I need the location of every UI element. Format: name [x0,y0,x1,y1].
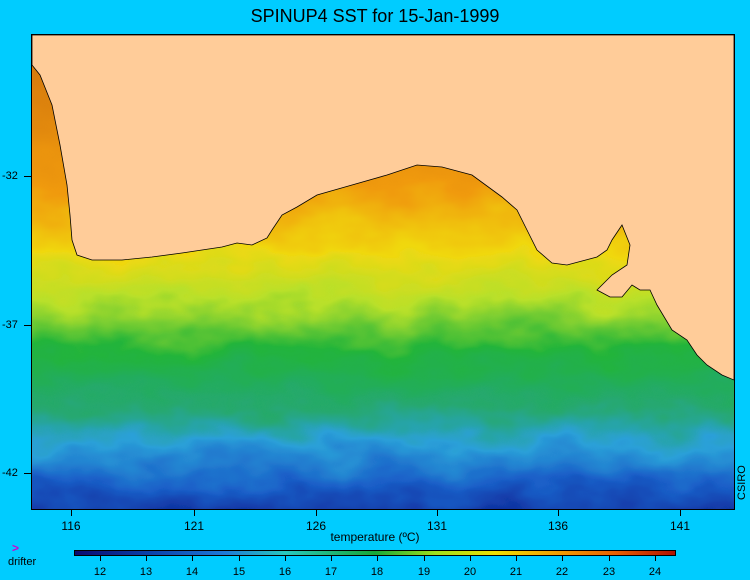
colorbar-tick-label: 19 [417,566,431,578]
colorbar-tick [285,556,286,561]
colorbar-tick-label: 17 [324,566,338,578]
colorbar-tick [100,556,101,561]
colorbar-tick [516,556,517,561]
x-tick-label: 131 [426,519,448,533]
land-australia [32,35,734,381]
y-tick [24,473,31,474]
x-tick [71,510,72,516]
colorbar-tick-label: 21 [509,566,523,578]
drifter-legend-label: drifter [8,556,37,568]
x-tick-label: 136 [547,519,569,533]
sst-field [32,35,734,509]
colorbar-tick-label: 14 [185,566,199,578]
colorbar-tick-label: 16 [278,566,292,578]
colorbar-tick-label: 18 [370,566,384,578]
colorbar-tick [146,556,147,561]
y-tick-label: -37 [2,319,18,331]
colorbar-tick-label: 24 [648,566,662,578]
colorbar-tick [377,556,378,561]
colorbar-tick-label: 22 [555,566,569,578]
colorbar-tick [424,556,425,561]
colorbar-tick-label: 13 [139,566,153,578]
colorbar-tick [192,556,193,561]
y-tick-label: -42 [2,467,18,479]
colorbar-title: temperature (ºC) [330,530,420,544]
map-title: SPINUP4 SST for 15-Jan-1999 [250,6,500,26]
x-tick [558,510,559,516]
colorbar-tick [470,556,471,561]
colorbar-tick [331,556,332,561]
colorbar-tick [609,556,610,561]
colorbar [74,550,676,556]
credit-label: CSIRO [736,465,748,500]
colorbar-tick [562,556,563,561]
y-tick [24,325,31,326]
x-tick [316,510,317,516]
x-tick-label: 141 [669,519,691,533]
y-tick-label: -32 [2,170,18,182]
x-tick-label: 121 [183,519,205,533]
colorbar-tick-label: 20 [463,566,477,578]
colorbar-tick [239,556,240,561]
x-tick [437,510,438,516]
drifter-arrow-icon: > [12,541,20,555]
x-tick-label: 126 [305,519,327,533]
x-tick-label: 116 [61,519,81,533]
y-tick [24,176,31,177]
sst-map [31,34,735,510]
colorbar-tick-label: 15 [232,566,246,578]
colorbar-tick [655,556,656,561]
x-tick [680,510,681,516]
colorbar-tick-label: 23 [602,566,616,578]
colorbar-tick-label: 12 [93,566,107,578]
x-tick [194,510,195,516]
